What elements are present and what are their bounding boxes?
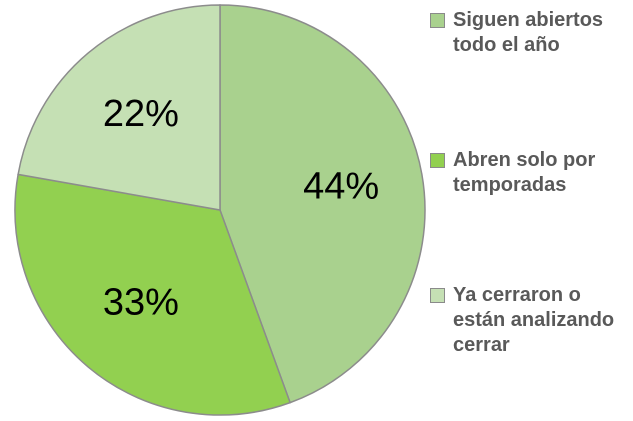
legend-item: Ya cerraron o están analizando cerrar — [430, 283, 630, 358]
data-label: 33% — [103, 281, 179, 323]
legend-item: Abren solo por temporadas — [430, 148, 630, 198]
legend-swatch — [430, 288, 445, 303]
data-label: 22% — [103, 93, 179, 135]
data-label: 44% — [303, 166, 379, 208]
pie-slice — [14, 173, 292, 416]
legend-label: Abren solo por temporadas — [453, 149, 596, 196]
legend-swatch — [430, 13, 445, 28]
pie-slice — [17, 4, 221, 211]
legend-label: Ya cerraron o están analizando cerrar — [453, 284, 615, 356]
legend-label: Siguen abiertos todo el año — [453, 9, 604, 56]
pie-slice — [219, 4, 426, 404]
legend-swatch — [430, 153, 445, 168]
legend-item: Siguen abiertos todo el año — [430, 8, 630, 58]
